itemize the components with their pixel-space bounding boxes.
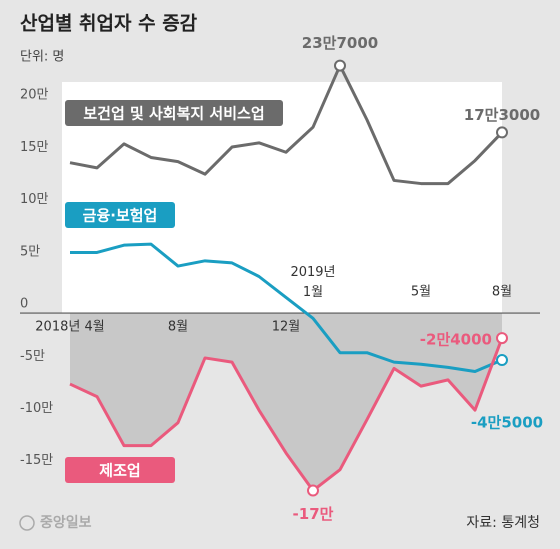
source: 자료: 통계청 xyxy=(466,515,540,531)
value-label: -2만4000 xyxy=(420,331,492,349)
y-tick-label: 5만 xyxy=(20,244,40,259)
line xyxy=(70,242,503,374)
point-marker xyxy=(334,59,346,72)
x-tick-label: 2019년 1월 xyxy=(290,265,335,300)
area-layer xyxy=(70,313,502,491)
value-label: -17만 xyxy=(293,505,334,523)
logo-icon xyxy=(19,515,35,531)
value-label: 23만7000 xyxy=(302,34,378,52)
series-label: 금융·보험업 xyxy=(83,207,158,225)
x-tick-label: 5월 xyxy=(411,285,431,300)
x-tick-label: 12월 xyxy=(272,320,301,335)
point-marker xyxy=(496,332,508,345)
point-marker xyxy=(496,354,508,367)
y-tick-label: 10만 xyxy=(20,192,49,207)
line xyxy=(69,337,504,493)
series-label-box xyxy=(65,100,283,126)
chart-title: 산업별 취업자 수 증감 xyxy=(20,13,198,35)
y-tick-label: -15만 xyxy=(20,453,53,468)
logo: 중앙일보 xyxy=(40,514,92,531)
y-tick-label: 15만 xyxy=(20,140,49,155)
series-label-box xyxy=(65,202,175,228)
y-tick-label: 0 xyxy=(20,297,28,312)
point-marker xyxy=(307,484,319,497)
y-tick-label: -10만 xyxy=(20,401,53,416)
x-tick-label: 2018년 4월 xyxy=(35,320,104,335)
area-fill xyxy=(70,313,502,491)
series-label: 보건업 및 사회복지 서비스업 xyxy=(83,105,264,123)
x-tick-label: 8월 xyxy=(168,320,188,335)
value-label: 17만3000 xyxy=(464,106,540,124)
y-tick-label: 20만 xyxy=(20,88,49,103)
subtitle: 단위: 명 xyxy=(20,50,64,65)
series-label: 제조업 xyxy=(99,462,140,480)
line xyxy=(69,64,504,186)
value-label: -4만5000 xyxy=(471,414,543,432)
x-tick-label: 8월 xyxy=(492,285,512,300)
y-tick-label: -5만 xyxy=(20,349,45,364)
series-label-box xyxy=(65,457,175,483)
point-marker xyxy=(496,126,508,139)
